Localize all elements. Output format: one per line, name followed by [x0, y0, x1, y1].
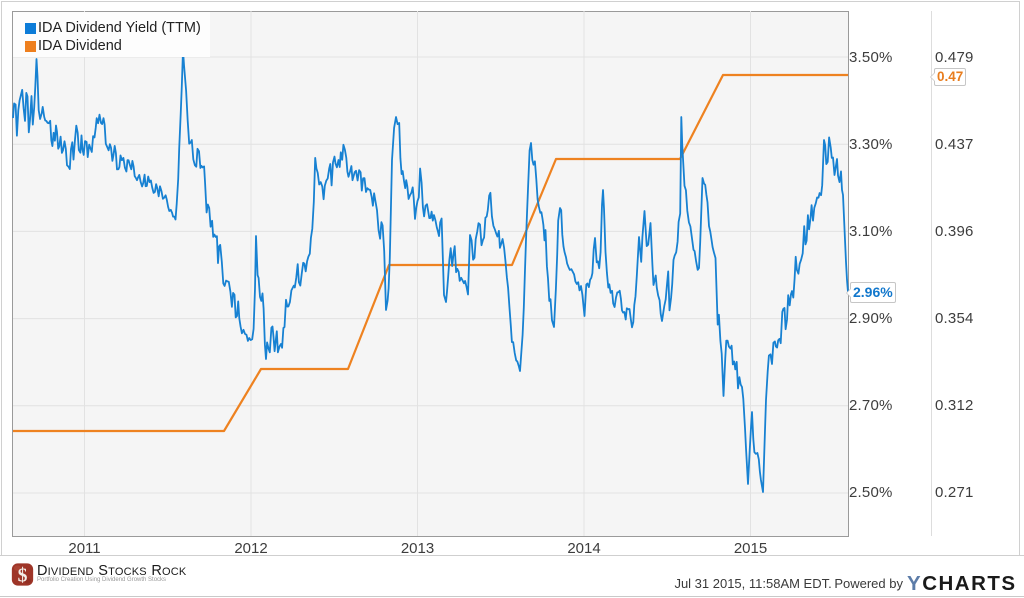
- svg-text:$: $: [18, 565, 28, 586]
